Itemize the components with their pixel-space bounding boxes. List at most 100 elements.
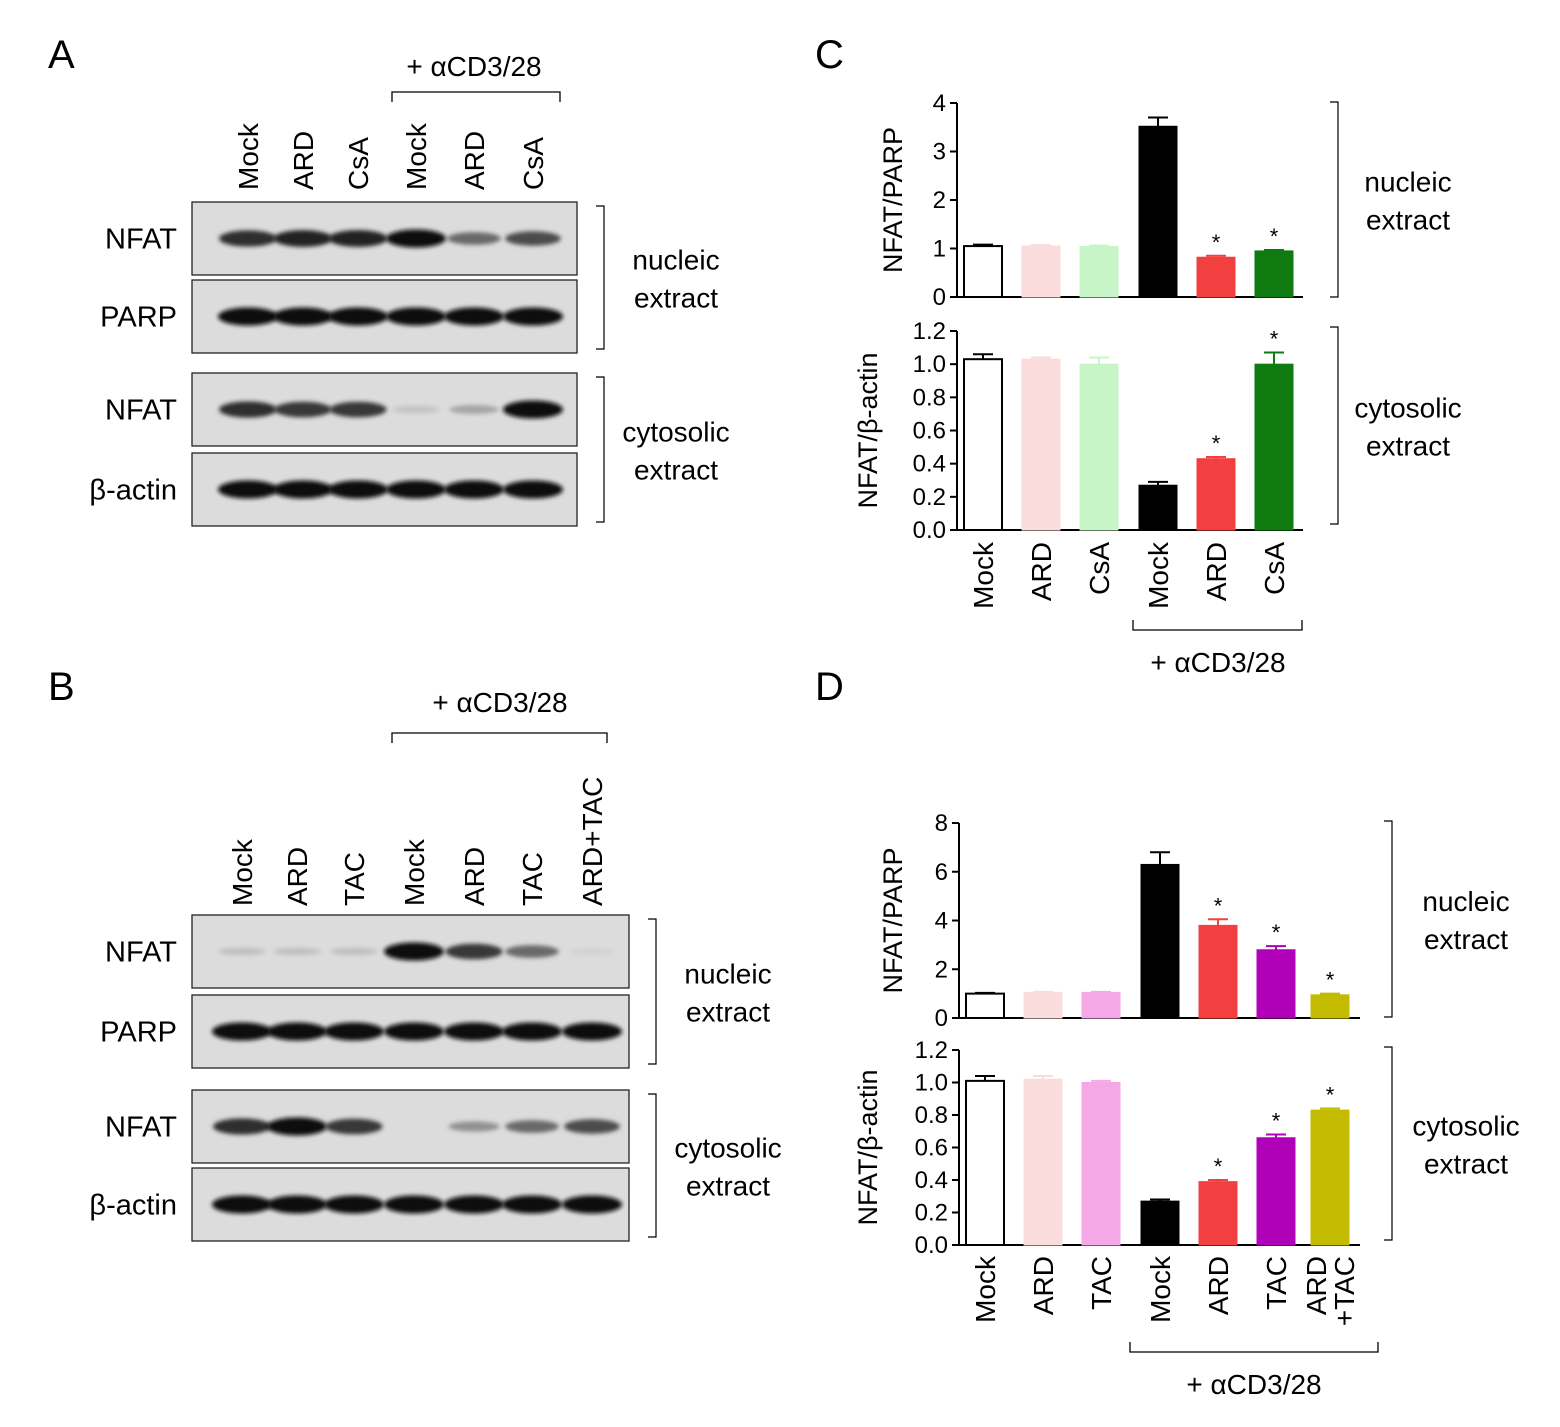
- bar: [1254, 363, 1294, 531]
- lane-label: ARD: [459, 131, 490, 190]
- blot-band: [328, 480, 388, 499]
- panel-a-treatment-label: + αCD3/28: [406, 51, 541, 82]
- blot-band: [384, 1022, 444, 1041]
- fraction-label: cytosolic: [1412, 1111, 1519, 1142]
- lane-label: Mock: [399, 838, 430, 906]
- blot-band: [328, 230, 388, 247]
- blot-band: [219, 230, 277, 247]
- panel-b-treatment-label: + αCD3/28: [432, 687, 567, 718]
- bar: [1256, 1137, 1296, 1246]
- lane-label: Mock: [233, 122, 264, 190]
- y-tick-label: 0: [935, 1005, 948, 1032]
- bar: [1140, 1200, 1180, 1246]
- y-tick-label: 0.2: [915, 1200, 948, 1227]
- lane-label: Mock: [401, 122, 432, 190]
- blot-band: [502, 1195, 562, 1214]
- blot-band: [267, 1195, 327, 1214]
- lane-label: Mock: [227, 838, 258, 906]
- y-axis-label: NFAT/β-actin: [853, 352, 883, 508]
- fraction-label: nucleic: [1364, 167, 1451, 198]
- blot-band: [218, 307, 278, 326]
- category-label: TAC: [1086, 1256, 1117, 1310]
- y-tick-label: 2: [935, 956, 948, 983]
- blot-row-label: NFAT: [105, 937, 177, 969]
- lane-label: ARD: [282, 847, 313, 906]
- blot-band: [444, 480, 504, 499]
- fraction-bracket: [1384, 1046, 1393, 1241]
- category-label: ARD: [1026, 542, 1057, 601]
- blot-band: [505, 945, 559, 958]
- panel-d-treatment-label: + αCD3/28: [1186, 1369, 1321, 1400]
- fraction-label: nucleic: [684, 959, 771, 990]
- bar: [1196, 458, 1236, 531]
- y-tick-label: 1.2: [913, 318, 946, 345]
- blot-band: [218, 947, 266, 956]
- y-tick-label: 0.2: [913, 484, 946, 511]
- lane-label: ARD+TAC: [577, 777, 608, 906]
- y-axis-label: NFAT/β-actin: [853, 1069, 883, 1225]
- panel-letter-b: B: [48, 665, 75, 709]
- panel-b-blots: [191, 914, 630, 1242]
- lane-label: TAC: [517, 852, 548, 906]
- panel-letter-a: A: [48, 33, 75, 77]
- category-label: +TAC: [1329, 1256, 1360, 1326]
- blot-band: [274, 401, 332, 418]
- y-tick-label: 4: [935, 908, 948, 935]
- bar: [963, 245, 1003, 298]
- y-tick-label: 4: [933, 90, 946, 117]
- bar: [1138, 484, 1178, 531]
- bar: [1310, 1109, 1350, 1246]
- significance-star: *: [1326, 968, 1335, 993]
- blot-band: [444, 1022, 504, 1041]
- category-label: TAC: [1261, 1256, 1292, 1310]
- blot-band: [444, 1195, 504, 1214]
- blot-row-label: NFAT: [105, 224, 177, 256]
- bar: [1310, 994, 1350, 1019]
- y-tick-label: 8: [935, 810, 948, 837]
- blot-band: [325, 1118, 383, 1135]
- blot-band: [392, 405, 440, 414]
- blot-band: [384, 1195, 444, 1214]
- panel-letter-d: D: [815, 665, 844, 709]
- y-tick-label: 6: [935, 859, 948, 886]
- blot-band: [273, 307, 333, 326]
- fraction-label: extract: [1424, 1149, 1508, 1180]
- significance-star: *: [1326, 1083, 1335, 1108]
- bar: [1138, 125, 1178, 298]
- blot-row-label: NFAT: [105, 1112, 177, 1144]
- y-tick-label: 0.4: [915, 1167, 948, 1194]
- fraction-bracket: [648, 1093, 657, 1238]
- blot-band: [564, 1119, 620, 1134]
- fraction-label: extract: [686, 1171, 770, 1202]
- blot-band: [324, 1022, 384, 1041]
- blot-band: [267, 1117, 327, 1136]
- blot-band: [447, 232, 501, 245]
- y-tick-label: 0.6: [913, 418, 946, 445]
- blot-band: [562, 1195, 622, 1214]
- blot-band: [445, 943, 503, 960]
- bar: [1256, 949, 1296, 1019]
- lane-label: ARD: [459, 847, 490, 906]
- fraction-bracket: [596, 205, 605, 350]
- bar: [1081, 991, 1121, 1019]
- blot-band: [218, 480, 278, 499]
- fraction-bracket: [1330, 326, 1339, 525]
- panel-a-fraction-labels: nucleic extract cytosolic extract: [596, 205, 730, 523]
- fraction-label: extract: [1424, 924, 1508, 955]
- significance-star: *: [1270, 327, 1279, 352]
- significance-star: *: [1214, 893, 1223, 918]
- significance-star: *: [1272, 1109, 1281, 1134]
- lane-label: CsA: [518, 137, 549, 190]
- panel-a-blots: [191, 201, 578, 527]
- blot-band: [213, 1118, 271, 1135]
- category-label: ARD: [1301, 1256, 1332, 1315]
- blot-band: [267, 1022, 327, 1041]
- blot-band: [503, 400, 563, 419]
- panel-b-fraction-labels: nucleic extract cytosolic extract: [648, 918, 782, 1238]
- panel-d-nuclear-chart: 0 2 4 6 8 NFAT/PARP * * * nucleic extract: [878, 810, 1510, 1032]
- y-tick-label: 0.4: [913, 451, 946, 478]
- panel-c-treatment-label: + αCD3/28: [1150, 647, 1285, 678]
- blot-band: [503, 307, 563, 326]
- blot-band: [329, 401, 387, 418]
- bar: [1023, 1078, 1063, 1246]
